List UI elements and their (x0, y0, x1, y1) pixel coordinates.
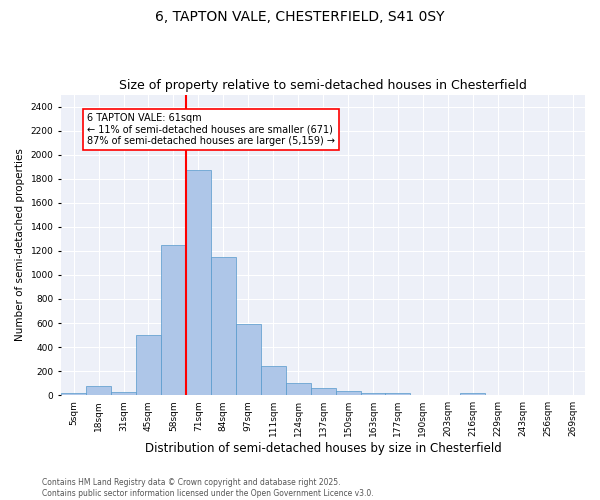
Text: 6 TAPTON VALE: 61sqm
← 11% of semi-detached houses are smaller (671)
87% of semi: 6 TAPTON VALE: 61sqm ← 11% of semi-detac… (88, 112, 335, 146)
Title: Size of property relative to semi-detached houses in Chesterfield: Size of property relative to semi-detach… (119, 79, 527, 92)
X-axis label: Distribution of semi-detached houses by size in Chesterfield: Distribution of semi-detached houses by … (145, 442, 502, 455)
Bar (186, 170, 211, 395)
Text: Contains HM Land Registry data © Crown copyright and database right 2025.
Contai: Contains HM Land Registry data © Crown c… (42, 478, 374, 498)
Bar (361, 393, 385, 395)
Bar (236, 324, 261, 395)
Bar (311, 388, 335, 395)
Bar (286, 382, 311, 395)
Bar (136, 335, 161, 395)
Bar (460, 394, 485, 395)
Bar (335, 391, 361, 395)
Bar (61, 393, 86, 395)
Bar (86, 386, 111, 395)
Bar (385, 394, 410, 395)
Y-axis label: Number of semi-detached properties: Number of semi-detached properties (15, 148, 25, 342)
Bar (161, 245, 186, 395)
Bar (211, 257, 236, 395)
Text: 6, TAPTON VALE, CHESTERFIELD, S41 0SY: 6, TAPTON VALE, CHESTERFIELD, S41 0SY (155, 10, 445, 24)
Bar (111, 392, 136, 395)
Bar (261, 366, 286, 395)
